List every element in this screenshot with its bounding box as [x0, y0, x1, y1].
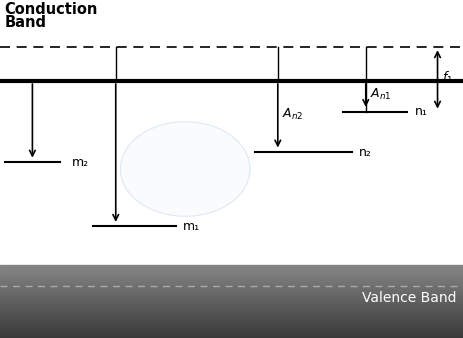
Bar — [0, 289, 463, 290]
Bar — [0, 271, 463, 272]
Bar — [0, 276, 463, 277]
Bar — [0, 327, 463, 328]
Bar — [0, 285, 463, 286]
Bar — [0, 336, 463, 337]
Bar — [0, 323, 463, 324]
Text: n₂: n₂ — [359, 146, 372, 159]
Bar — [0, 274, 463, 275]
Bar — [0, 328, 463, 329]
Bar — [0, 288, 463, 289]
Text: $A_{n1}$: $A_{n1}$ — [370, 87, 392, 102]
Text: Band: Band — [5, 15, 47, 30]
Bar — [0, 303, 463, 304]
Bar — [0, 325, 463, 326]
Bar — [0, 292, 463, 293]
Bar — [0, 312, 463, 313]
Bar — [0, 321, 463, 322]
Text: $A_{n2}$: $A_{n2}$ — [282, 107, 304, 122]
Bar — [0, 318, 463, 319]
Bar — [0, 281, 463, 282]
Bar — [0, 326, 463, 327]
Bar — [0, 284, 463, 285]
Bar — [0, 322, 463, 323]
Bar — [0, 272, 463, 273]
Bar — [0, 280, 463, 281]
Bar — [0, 307, 463, 308]
Text: Valence Band: Valence Band — [362, 291, 456, 305]
Bar — [0, 332, 463, 333]
Bar — [0, 335, 463, 336]
Bar — [0, 315, 463, 316]
Bar — [0, 316, 463, 317]
Bar — [0, 313, 463, 314]
Bar — [0, 266, 463, 267]
Bar — [0, 320, 463, 321]
Bar — [0, 283, 463, 284]
Bar — [0, 300, 463, 301]
Text: Conduction: Conduction — [5, 2, 98, 17]
Bar — [0, 286, 463, 287]
Bar — [0, 314, 463, 315]
Bar — [0, 291, 463, 292]
Bar — [0, 308, 463, 309]
Bar — [0, 311, 463, 312]
Bar — [0, 329, 463, 330]
Bar — [0, 279, 463, 280]
Bar — [0, 275, 463, 276]
Bar — [0, 330, 463, 331]
Text: m₁: m₁ — [183, 220, 200, 233]
Bar — [0, 297, 463, 298]
Bar — [0, 293, 463, 294]
Bar — [0, 282, 463, 283]
Bar — [0, 277, 463, 278]
Bar — [0, 334, 463, 335]
Bar — [0, 310, 463, 311]
Bar — [0, 268, 463, 269]
Bar — [0, 270, 463, 271]
Bar — [0, 269, 463, 270]
Bar — [0, 267, 463, 268]
Bar — [0, 306, 463, 307]
Bar — [0, 265, 463, 266]
Bar — [0, 296, 463, 297]
Text: m₂: m₂ — [72, 156, 89, 169]
Bar — [0, 333, 463, 334]
Bar — [0, 319, 463, 320]
Bar — [0, 302, 463, 303]
Bar — [0, 304, 463, 305]
Bar — [0, 287, 463, 288]
Bar — [0, 317, 463, 318]
Bar — [0, 324, 463, 325]
Text: n₁: n₁ — [414, 105, 427, 118]
Text: $f_1$: $f_1$ — [442, 70, 453, 86]
Bar — [0, 331, 463, 332]
Bar — [0, 273, 463, 274]
Bar — [0, 295, 463, 296]
Bar — [0, 290, 463, 291]
Bar — [0, 299, 463, 300]
Bar — [0, 298, 463, 299]
Bar — [0, 337, 463, 338]
Bar — [0, 294, 463, 295]
Bar — [0, 278, 463, 279]
Bar — [0, 309, 463, 310]
Polygon shape — [120, 122, 250, 216]
Bar — [0, 305, 463, 306]
